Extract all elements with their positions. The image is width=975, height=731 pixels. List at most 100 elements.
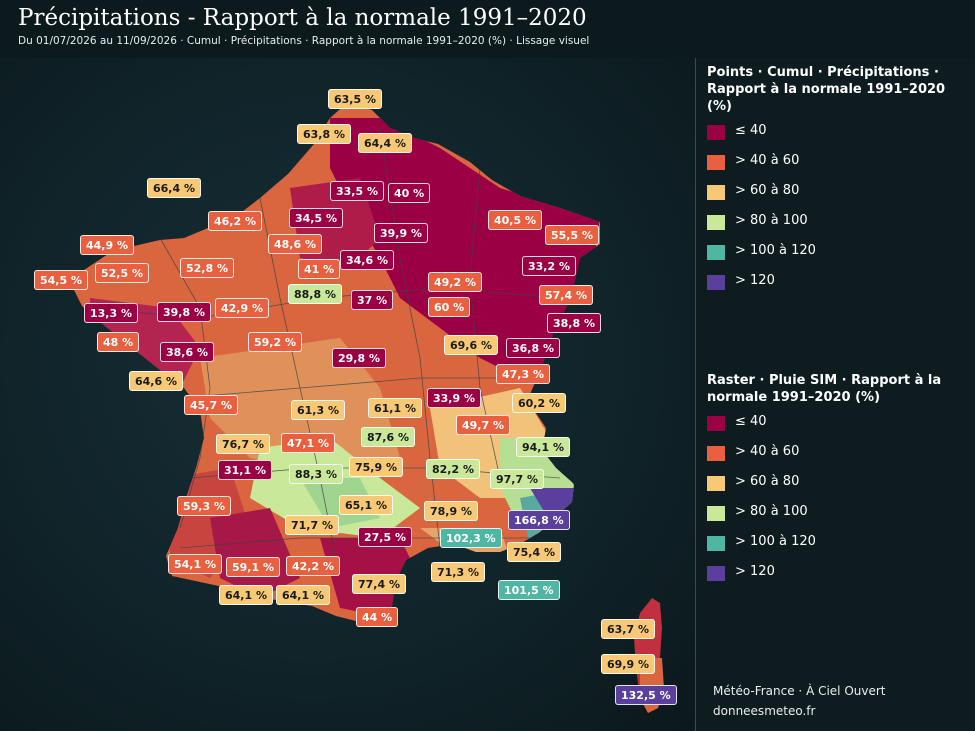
station-value-label[interactable]: 64,1 % [276,585,330,605]
station-value-label[interactable]: 48 % [97,332,140,352]
station-value-label[interactable]: 40 % [388,183,431,203]
legend-swatch [707,185,725,200]
legend-points-items: ≤ 40 > 40 à 60 > 60 à 80 > 80 à 100 > 100 à … [707,119,969,299]
station-value-label[interactable]: 48,6 % [268,234,322,254]
station-value-label[interactable]: 47,3 % [496,364,550,384]
station-value-label[interactable]: 63,8 % [297,124,351,144]
legend-item: > 80 à 100 [707,209,969,239]
station-value-label[interactable]: 71,7 % [285,515,339,535]
station-value-label[interactable]: 66,4 % [147,178,201,198]
station-value-label[interactable]: 27,5 % [358,527,412,547]
legend-item: > 100 à 120 [707,239,969,269]
legend-points-title: Points · Cumul · Précipitations · Rappor… [707,65,946,114]
station-value-label[interactable]: 65,1 % [339,495,393,515]
station-value-label[interactable]: 101,5 % [498,580,560,600]
legend-raster-items: ≤ 40 > 40 à 60 > 60 à 80 > 80 à 100 > 100 à … [707,410,969,590]
legend-label: > 120 [735,564,775,579]
station-value-label[interactable]: 55,5 % [545,225,599,245]
station-value-label[interactable]: 59,2 % [248,332,302,352]
station-value-label[interactable]: 13,3 % [84,303,138,323]
station-value-label[interactable]: 34,6 % [340,250,394,270]
station-value-label[interactable]: 63,7 % [601,619,655,639]
station-value-label[interactable]: 59,3 % [177,496,231,516]
legend-item: > 60 à 80 [707,179,969,209]
station-value-label[interactable]: 69,9 % [601,654,655,674]
station-value-label[interactable]: 47,1 % [281,433,335,453]
legend-swatch [707,215,725,230]
station-value-label[interactable]: 88,8 % [288,284,342,304]
legend-label: > 100 à 120 [735,534,816,549]
station-value-label[interactable]: 64,6 % [129,371,183,391]
station-value-label[interactable]: 36,8 % [506,338,560,358]
station-value-label[interactable]: 52,8 % [180,258,234,278]
station-value-label[interactable]: 59,1 % [226,557,280,577]
station-value-label[interactable]: 45,7 % [184,395,238,415]
station-value-label[interactable]: 75,4 % [507,542,561,562]
station-value-label[interactable]: 38,8 % [547,313,601,333]
station-value-label[interactable]: 87,6 % [361,427,415,447]
station-value-label[interactable]: 60 % [428,297,471,317]
station-value-label[interactable]: 61,1 % [368,398,422,418]
station-value-label[interactable]: 49,2 % [428,272,482,292]
legend-label: > 80 à 100 [735,213,808,228]
map-subtitle: Du 01/07/2026 au 11/09/2026 · Cumul · Pr… [18,35,590,47]
station-value-label[interactable]: 60,2 % [512,393,566,413]
station-value-label[interactable]: 42,9 % [215,298,269,318]
credit-site[interactable]: donneesmeteo.fr [713,704,816,718]
station-value-label[interactable]: 166,8 % [508,510,570,530]
station-value-label[interactable]: 75,9 % [349,457,403,477]
credit-source: Météo-France · À Ciel Ouvert [713,684,886,698]
legend-item: > 40 à 60 [707,149,969,179]
legend-label: ≤ 40 [735,414,767,429]
station-value-label[interactable]: 31,1 % [218,460,272,480]
station-value-label[interactable]: 69,6 % [444,335,498,355]
station-value-label[interactable]: 33,9 % [427,388,481,408]
station-value-label[interactable]: 54,1 % [168,554,222,574]
station-value-label[interactable]: 33,2 % [522,256,576,276]
legend-item: ≤ 40 [707,119,969,149]
station-value-label[interactable]: 42,2 % [286,556,340,576]
legend-item: ≤ 40 [707,410,969,440]
station-value-label[interactable]: 37 % [351,290,394,310]
station-value-label[interactable]: 64,4 % [358,133,412,153]
station-value-label[interactable]: 40,5 % [488,210,542,230]
station-value-label[interactable]: 54,5 % [34,270,88,290]
legend-swatch [707,446,725,461]
station-value-label[interactable]: 71,3 % [431,562,485,582]
legend-label: > 100 à 120 [735,243,816,258]
station-value-label[interactable]: 94,1 % [516,437,570,457]
station-value-label[interactable]: 41 % [298,259,341,279]
station-value-label[interactable]: 88,3 % [289,464,343,484]
legend-swatch [707,566,725,581]
station-value-label[interactable]: 76,7 % [216,434,270,454]
station-value-label[interactable]: 52,5 % [95,263,149,283]
station-value-label[interactable]: 33,5 % [330,181,384,201]
station-value-label[interactable]: 39,9 % [374,223,428,243]
station-value-label[interactable]: 57,4 % [539,285,593,305]
map-area[interactable]: 63,5 % 63,8 % 64,4 % 66,4 % 33,5 % 40 % 46,2 %… [0,58,695,731]
legend-item: > 80 à 100 [707,500,969,530]
legend-item: > 40 à 60 [707,440,969,470]
station-value-label[interactable]: 44 % [356,607,399,627]
legend-swatch [707,125,725,140]
station-value-label[interactable]: 82,2 % [426,459,480,479]
legend-swatch [707,275,725,290]
legend-swatch [707,476,725,491]
legend-label: > 80 à 100 [735,504,808,519]
station-value-label[interactable]: 38,6 % [160,342,214,362]
station-value-label[interactable]: 78,9 % [424,501,478,521]
station-value-label[interactable]: 61,3 % [291,400,345,420]
station-value-label[interactable]: 97,7 % [490,469,544,489]
station-value-label[interactable]: 39,8 % [157,302,211,322]
station-value-label[interactable]: 64,1 % [219,585,273,605]
station-value-label[interactable]: 49,7 % [456,415,510,435]
station-value-label[interactable]: 44,9 % [80,235,134,255]
station-value-label[interactable]: 132,5 % [615,685,677,705]
station-value-label[interactable]: 77,4 % [352,574,406,594]
station-value-label[interactable]: 46,2 % [208,211,262,231]
station-value-label[interactable]: 29,8 % [332,348,386,368]
station-value-label[interactable]: 34,5 % [289,208,343,228]
legend-item: > 60 à 80 [707,470,969,500]
station-value-label[interactable]: 63,5 % [328,89,382,109]
station-value-label[interactable]: 102,3 % [440,528,502,548]
